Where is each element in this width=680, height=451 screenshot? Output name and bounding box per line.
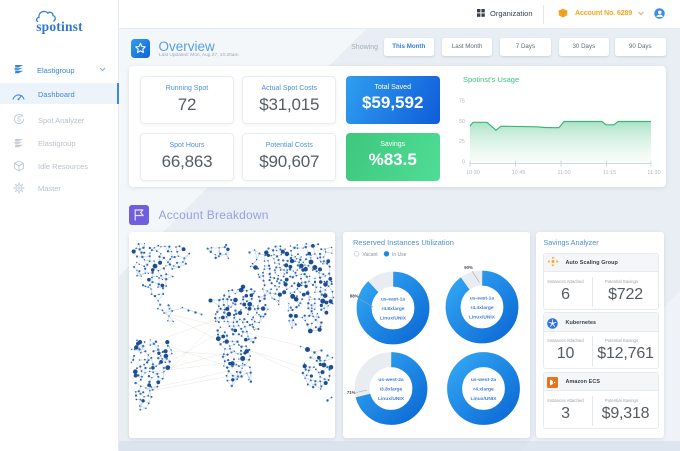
svg-text:75: 75 (459, 99, 465, 105)
svg-text:71%: 71% (346, 390, 355, 395)
svg-text:In Use: In Use (392, 252, 407, 258)
svg-text:90%: 90% (464, 265, 473, 270)
svg-text:us-east-1a: us-east-1a (380, 296, 404, 302)
svg-text:Linux/UNIX: Linux/UNIX (468, 314, 495, 320)
svg-text:i3.8xlarge: i3.8xlarge (379, 386, 402, 392)
svg-text:11:15: 11:15 (603, 170, 616, 176)
svg-text:Vacant: Vacant (362, 252, 378, 258)
svg-text:10:30: 10:30 (466, 170, 480, 176)
svg-text:$: $ (17, 116, 21, 123)
svg-text:88%: 88% (349, 293, 358, 298)
svg-text:11:00: 11:00 (557, 170, 570, 176)
svg-text:Linux/UNIX: Linux/UNIX (379, 315, 406, 321)
svg-text:us-east-1a: us-east-1a (469, 295, 493, 301)
svg-text:11:30: 11:30 (647, 170, 660, 176)
svg-text:us-west-2a: us-west-2a (470, 377, 496, 383)
svg-text:10:45: 10:45 (512, 170, 526, 176)
svg-text:Linux/UNIX: Linux/UNIX (377, 396, 404, 402)
svg-text:0: 0 (462, 159, 465, 165)
svg-text:r4.xlarge: r4.xlarge (473, 386, 494, 392)
svg-text:Linux/UNIX: Linux/UNIX (470, 396, 497, 402)
svg-text:r4.4xlarge: r4.4xlarge (470, 305, 493, 311)
svg-text:25: 25 (459, 139, 465, 145)
svg-text:r4.8xlarge: r4.8xlarge (381, 306, 404, 312)
svg-text:us-west-2a: us-west-2a (378, 377, 404, 383)
svg-text:50: 50 (459, 119, 465, 125)
